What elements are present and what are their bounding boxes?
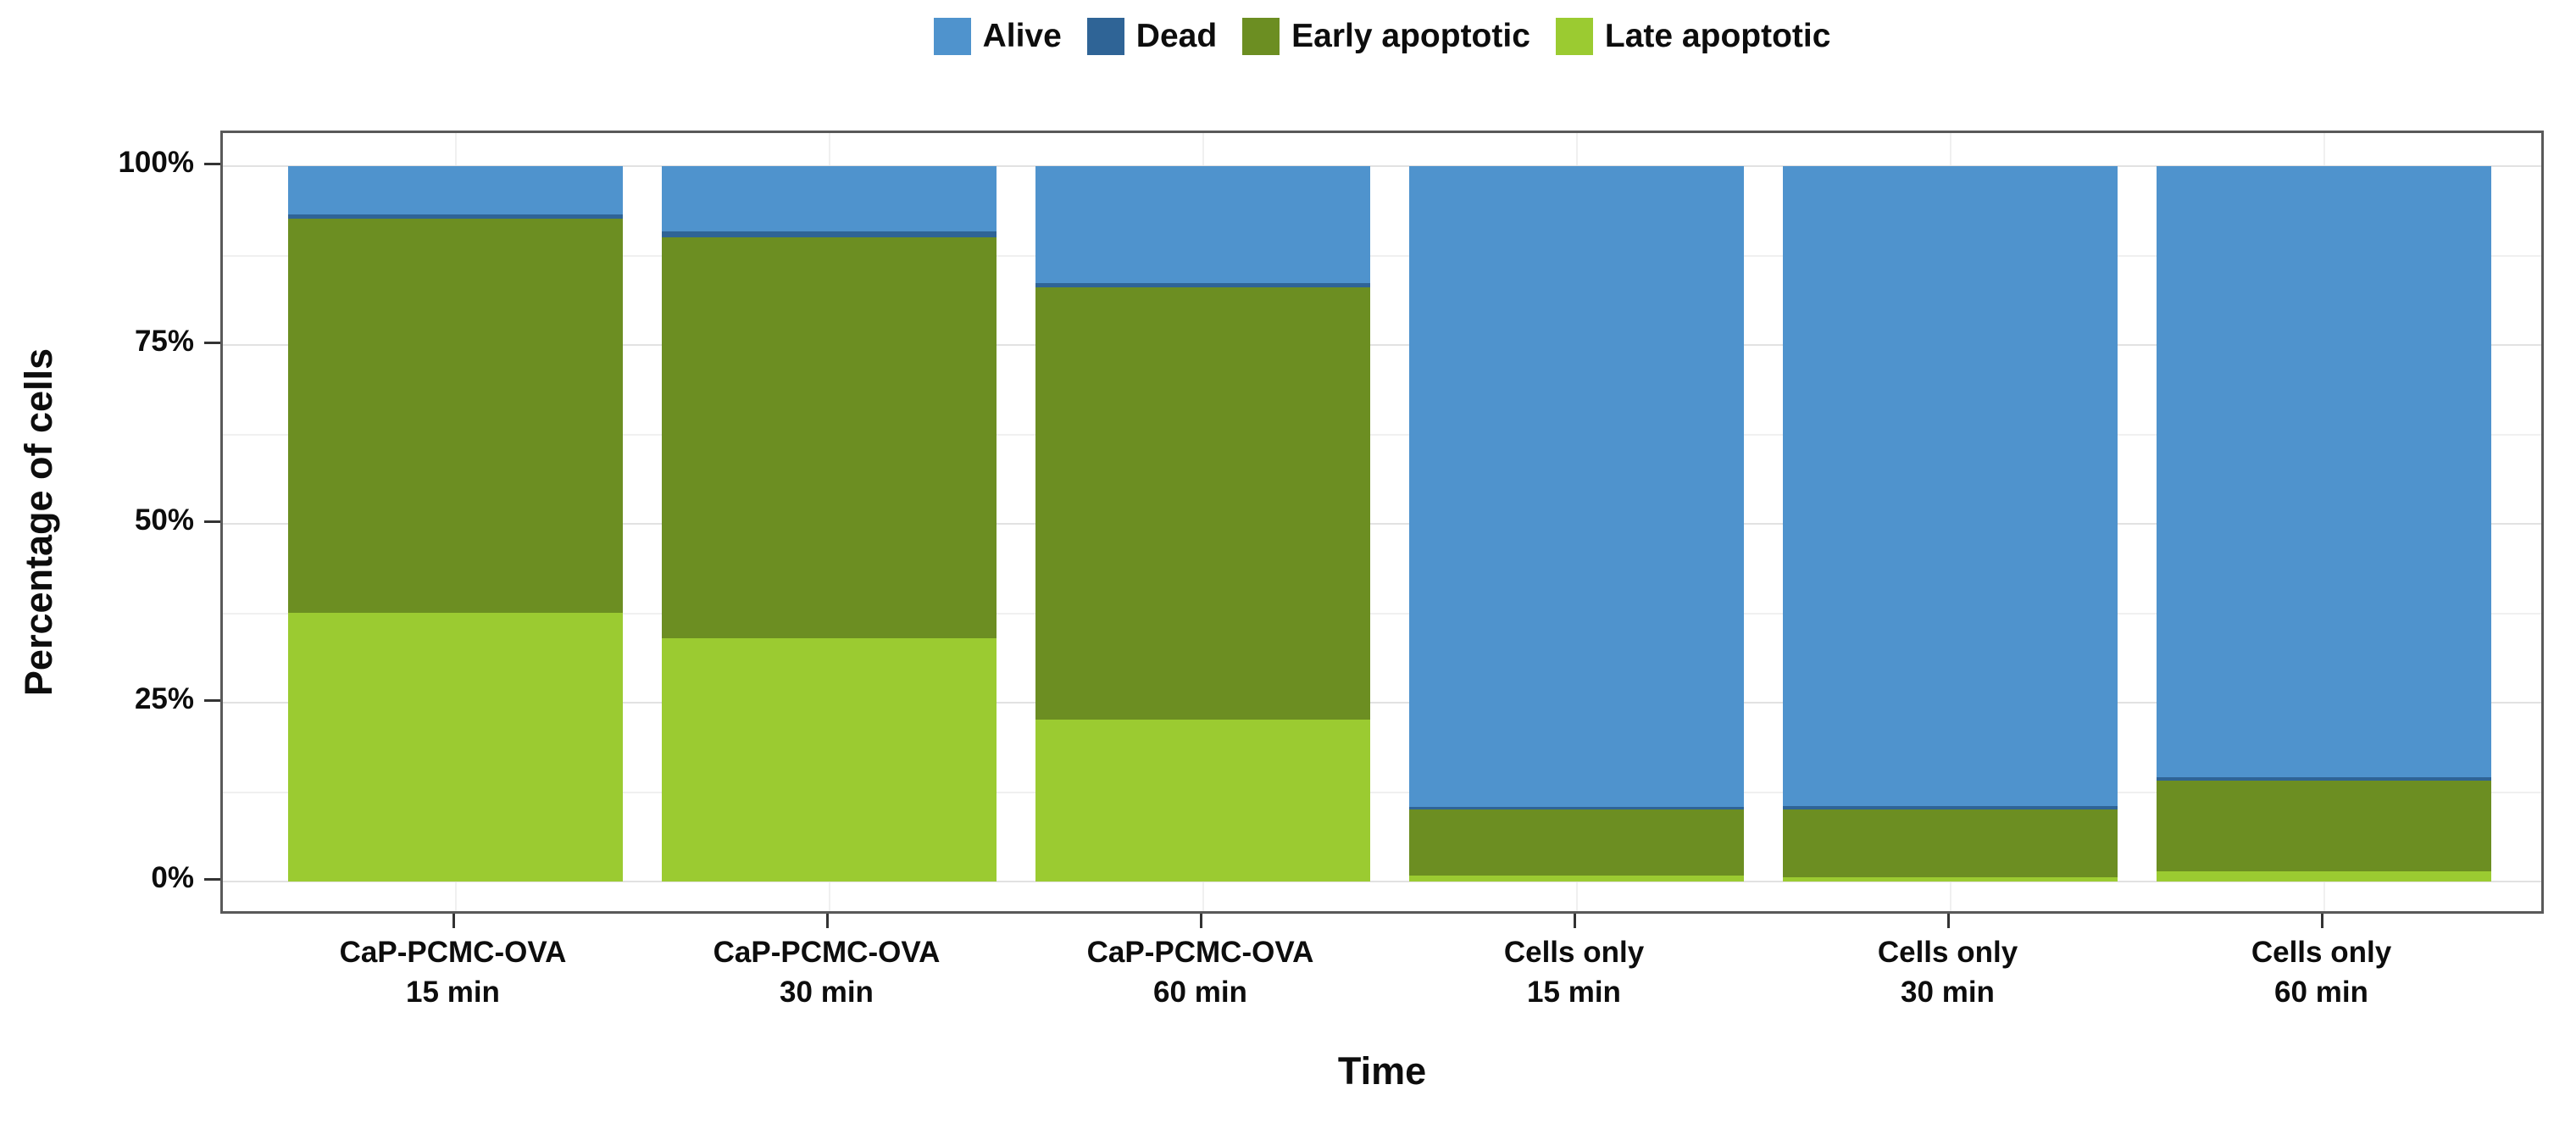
bar-segment-early-apoptotic [1035, 287, 1370, 720]
legend-item: Dead [1086, 18, 1218, 55]
bar-segment-dead [288, 214, 623, 219]
legend-swatch-early-apoptotic [1242, 18, 1280, 55]
bar-segment-alive [1783, 166, 2118, 806]
bar-segment-early-apoptotic [288, 219, 623, 613]
x-axis-tick [1573, 914, 1576, 928]
legend-item: Early apoptotic [1242, 18, 1530, 55]
legend-label: Early apoptotic [1291, 18, 1530, 54]
bar-segment-late-apoptotic [288, 613, 623, 882]
x-axis-label-line2: 30 min [1901, 976, 1995, 1009]
bar-segment-early-apoptotic [2157, 781, 2491, 871]
bar-segment-late-apoptotic [1409, 876, 1744, 882]
bar-cap-pcmc-ova-60min [1035, 133, 1370, 916]
x-axis-label-line1: Cells only [2251, 936, 2392, 969]
bar-segment-early-apoptotic [1409, 809, 1744, 876]
x-axis-label-line2: 60 min [1153, 976, 1247, 1009]
x-axis-label-line1: CaP-PCMC-OVA [1086, 936, 1314, 969]
x-axis-tick [452, 914, 455, 928]
legend-label: Late apoptotic [1604, 18, 1831, 54]
bar-segment-dead [1409, 807, 1744, 809]
bar-segment-early-apoptotic [662, 237, 997, 638]
y-axis-tick-label: 75% [134, 325, 194, 359]
x-axis-label-line2: 15 min [406, 976, 500, 1009]
y-gridline-minor [223, 254, 2541, 257]
x-axis-label: Cells only 15 min [1504, 932, 1644, 1012]
legend-item: Late apoptotic [1555, 18, 1831, 55]
x-axis-title: Time [1337, 1049, 1427, 1093]
x-axis-label: Cells only 30 min [1878, 932, 2018, 1012]
bar-segment-alive [288, 166, 623, 214]
x-axis-label-line2: 60 min [2274, 976, 2368, 1009]
bar-segment-early-apoptotic [1783, 809, 2118, 877]
bar-segment-dead [2157, 777, 2491, 781]
y-axis-tick-label: 0% [151, 861, 194, 895]
y-gridline-minor [223, 791, 2541, 793]
y-axis-tick [204, 163, 220, 165]
bar-cells-only-30min [1783, 133, 2118, 916]
x-axis-label-line1: CaP-PCMC-OVA [713, 936, 941, 969]
y-axis-tick [204, 699, 220, 702]
bar-cells-only-15min [1409, 133, 1744, 916]
plot-panel [220, 131, 2544, 914]
y-axis-tick [204, 342, 220, 344]
bar-cap-pcmc-ova-30min [662, 133, 997, 916]
bar-segment-late-apoptotic [662, 638, 997, 882]
x-axis-tick [2320, 914, 2323, 928]
bar-segment-late-apoptotic [2157, 871, 2491, 882]
x-axis-tick [825, 914, 829, 928]
y-axis-tick [204, 520, 220, 523]
bar-segment-late-apoptotic [1035, 720, 1370, 882]
y-gridline-major [223, 702, 2541, 704]
y-gridline-minor [223, 612, 2541, 615]
bar-segment-dead [1035, 283, 1370, 287]
y-axis-tick-label: 100% [118, 146, 194, 180]
x-axis-label-line2: 15 min [1527, 976, 1621, 1009]
x-axis-label: CaP-PCMC-OVA 60 min [1087, 932, 1314, 1012]
bar-cap-pcmc-ova-15min [288, 133, 623, 916]
x-axis-tick [1199, 914, 1202, 928]
x-axis-tick [1946, 914, 1950, 928]
bar-segment-alive [1035, 166, 1370, 283]
bar-segment-dead [1783, 806, 2118, 809]
x-axis-label-line1: Cells only [1877, 936, 2018, 969]
x-axis-label-line1: Cells only [1503, 936, 1645, 969]
y-gridline-major [223, 881, 2541, 882]
x-axis-label: CaP-PCMC-OVA 15 min [340, 932, 567, 1012]
y-axis-tick-label: 25% [134, 682, 194, 716]
bar-segment-dead [662, 231, 997, 237]
y-gridline-minor [223, 433, 2541, 436]
bar-cells-only-60min [2157, 133, 2491, 916]
bar-segment-late-apoptotic [1783, 877, 2118, 882]
y-gridline-major [223, 165, 2541, 167]
legend-swatch-dead [1086, 18, 1124, 55]
x-axis-label: Cells only 60 min [2251, 932, 2391, 1012]
legend-label: Alive [982, 18, 1062, 54]
chart-legend: Alive Dead Early apoptotic Late apoptotic [220, 12, 2544, 61]
y-gridline-major [223, 344, 2541, 346]
y-axis-title: Percentage of cells [17, 348, 60, 697]
y-axis-tick [204, 878, 220, 881]
x-axis-label: CaP-PCMC-OVA 30 min [713, 932, 941, 1012]
y-axis-tick-label: 50% [134, 503, 194, 537]
bar-segment-alive [662, 166, 997, 231]
y-gridline-major [223, 523, 2541, 525]
legend-label: Dead [1135, 18, 1218, 54]
x-axis-label-line1: CaP-PCMC-OVA [339, 936, 567, 969]
legend-swatch-alive [933, 18, 971, 55]
x-axis-label-line2: 30 min [780, 976, 874, 1009]
bar-segment-alive [2157, 166, 2491, 777]
bar-segment-alive [1409, 166, 1744, 807]
legend-item: Alive [933, 18, 1062, 55]
legend-swatch-late-apoptotic [1555, 18, 1593, 55]
